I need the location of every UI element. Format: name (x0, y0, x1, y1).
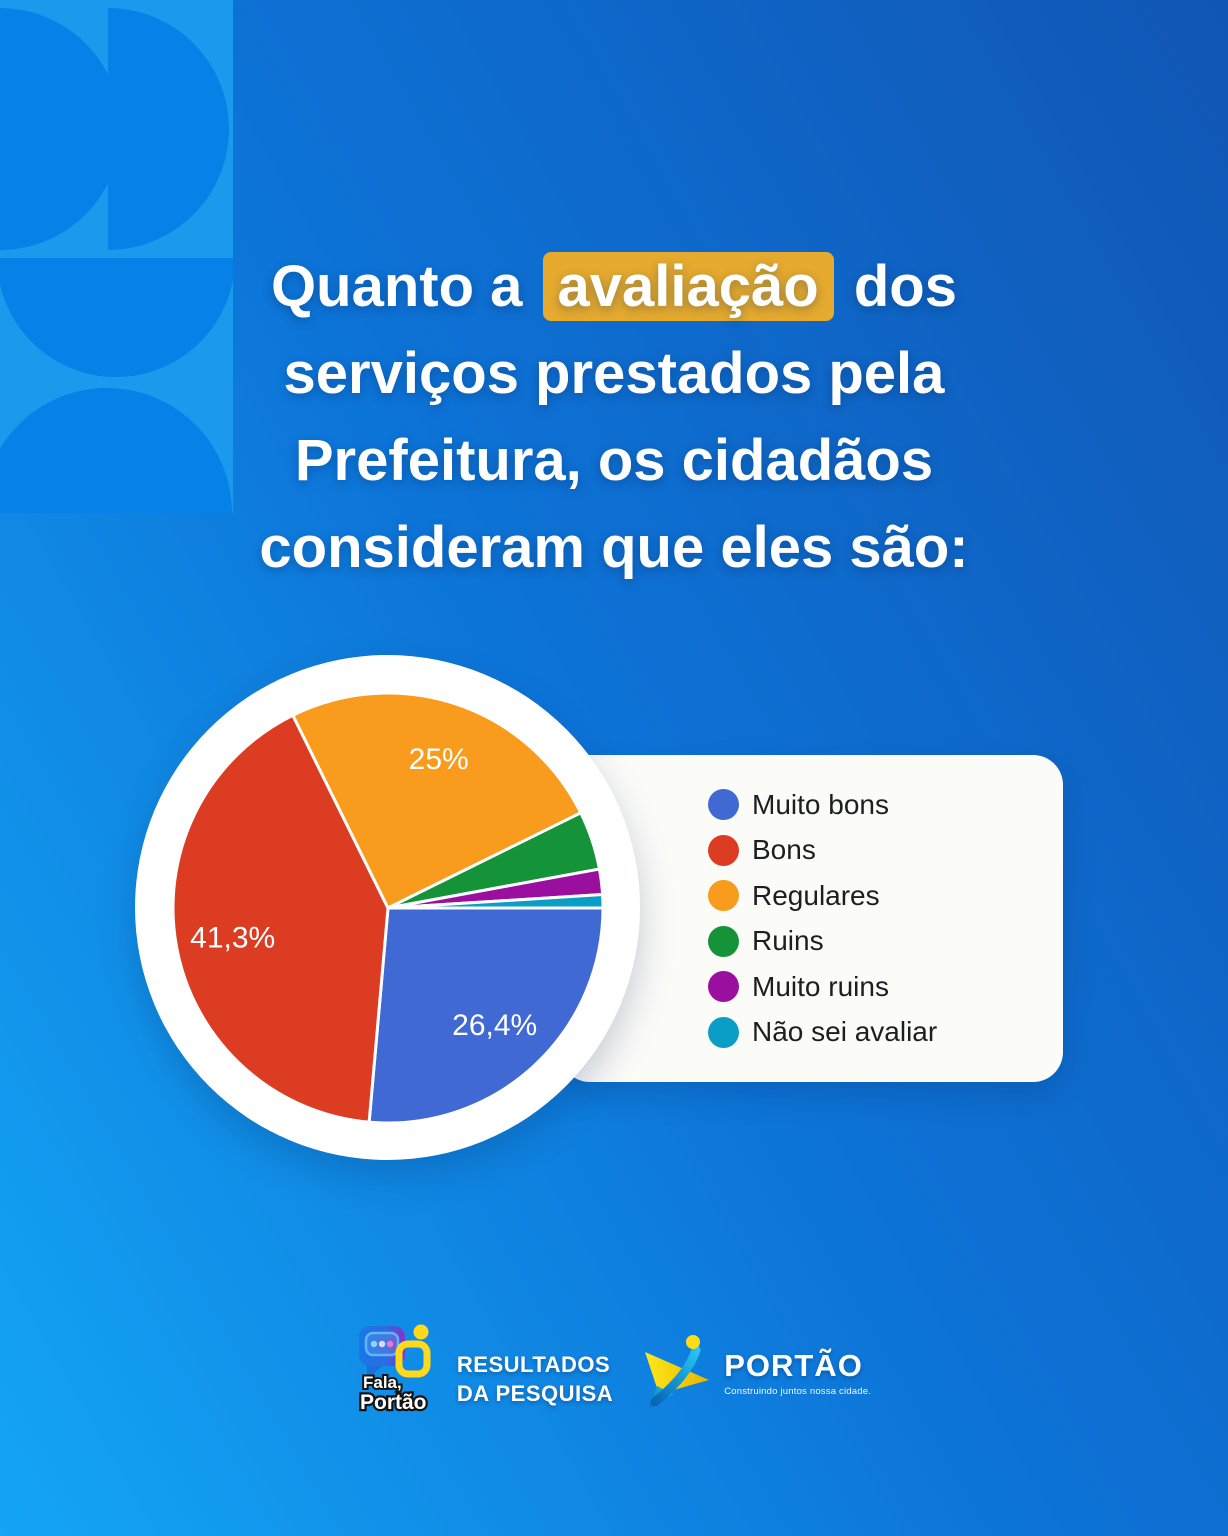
legend-color-dot (708, 789, 739, 821)
title-line-2: serviços prestados pela (283, 341, 945, 406)
results-label-line1: RESULTADOS (456, 1352, 611, 1377)
title-text-segment: dos (837, 254, 957, 319)
deco-half-circle-left (0, 8, 121, 250)
portao-city-logo: PORTÃO Construindo juntos nossa cidade. (641, 1334, 871, 1408)
yellow-chat-outline-icon (395, 1340, 431, 1378)
legend-label: Regulares (752, 879, 880, 911)
portao-logo-text: PORTÃO Construindo juntos nossa cidade. (724, 1348, 871, 1397)
footer: Fala, Portão RESULTADOS DA PESQUISA (0, 1322, 1228, 1418)
legend-item-n-o-sei-avaliar: Não sei avaliar (708, 1010, 937, 1056)
fala-portao-logo: Fala, Portão (358, 1324, 431, 1416)
deco-dome-up (0, 388, 232, 513)
deco-dome-down (0, 258, 233, 377)
legend-label: Bons (752, 834, 816, 866)
pie-slice-muito-bons (367, 906, 605, 1125)
results-label: RESULTADOS DA PESQUISA (457, 1352, 613, 1407)
legend-label: Ruins (752, 925, 824, 957)
fala-logo-text-line1: Fala, (363, 1373, 402, 1392)
legend-color-dot (708, 880, 739, 912)
legend-color-dot (708, 1016, 739, 1048)
deco-half-circle-right (108, 8, 229, 250)
fala-logo-text-line2: Portão (360, 1391, 427, 1414)
figure-swoosh (650, 1345, 701, 1407)
legend-item-muito-bons: Muito bons (708, 782, 937, 828)
figure-head (686, 1335, 701, 1349)
title-text-segment: Quanto a (271, 254, 539, 319)
bubble-dot-3 (386, 1340, 394, 1348)
decorative-circles-pattern (0, 0, 233, 513)
legend-item-bons: Bons (708, 828, 937, 874)
legend-label: Não sei avaliar (752, 1016, 938, 1048)
legend-item-muito-ruins: Muito ruins (708, 964, 937, 1010)
portao-name: PORTÃO (724, 1348, 863, 1383)
legend-card: Muito bons Bons Regulares Ruins Muito ruins N… (560, 755, 1063, 1082)
bubble-dot-2 (378, 1340, 386, 1348)
pie-slice-label-muito-bons: 26,4% (452, 1009, 537, 1042)
pie-slice-n-o-sei-avaliar (386, 893, 605, 910)
legend-label: Muito bons (752, 788, 889, 820)
speech-bubble-tail (366, 1364, 384, 1380)
pie-slice-label-regulares: 25% (409, 743, 469, 776)
pie-slice-label-bons: 41,3% (190, 922, 275, 955)
figure-body-triangle (645, 1352, 710, 1394)
legend-item-ruins: Ruins (708, 919, 937, 965)
pie-slice-bons (171, 713, 390, 1124)
legend-label: Muito ruins (752, 970, 889, 1002)
highlighted-word: avaliação (542, 252, 834, 321)
legend-color-dot (708, 834, 739, 866)
pie-chart: 26,4% 41,3% 25% (171, 691, 605, 1125)
legend-color-dot (708, 971, 739, 1003)
title-line-3: Prefeitura, os cidadãos (294, 428, 934, 493)
title-line-1: Quanto a avaliação dos (0, 243, 1228, 330)
legend-item-regulares: Regulares (708, 873, 937, 919)
results-label-line2: DA PESQUISA (456, 1381, 614, 1406)
yellow-dot-icon (413, 1324, 429, 1340)
bubble-dot-1 (370, 1340, 378, 1348)
title-line-4: consideram que eles são: (259, 515, 969, 580)
portao-figure-icon (645, 1335, 710, 1408)
page-title: Quanto a avaliação dos serviços prestado… (0, 243, 1228, 591)
pie-slice-regulares (291, 691, 583, 910)
chart-legend: Muito bons Bons Regulares Ruins Muito ruins N… (708, 782, 937, 1055)
legend-color-dot (708, 925, 739, 957)
portao-tagline: Construindo juntos nossa cidade. (724, 1386, 872, 1397)
